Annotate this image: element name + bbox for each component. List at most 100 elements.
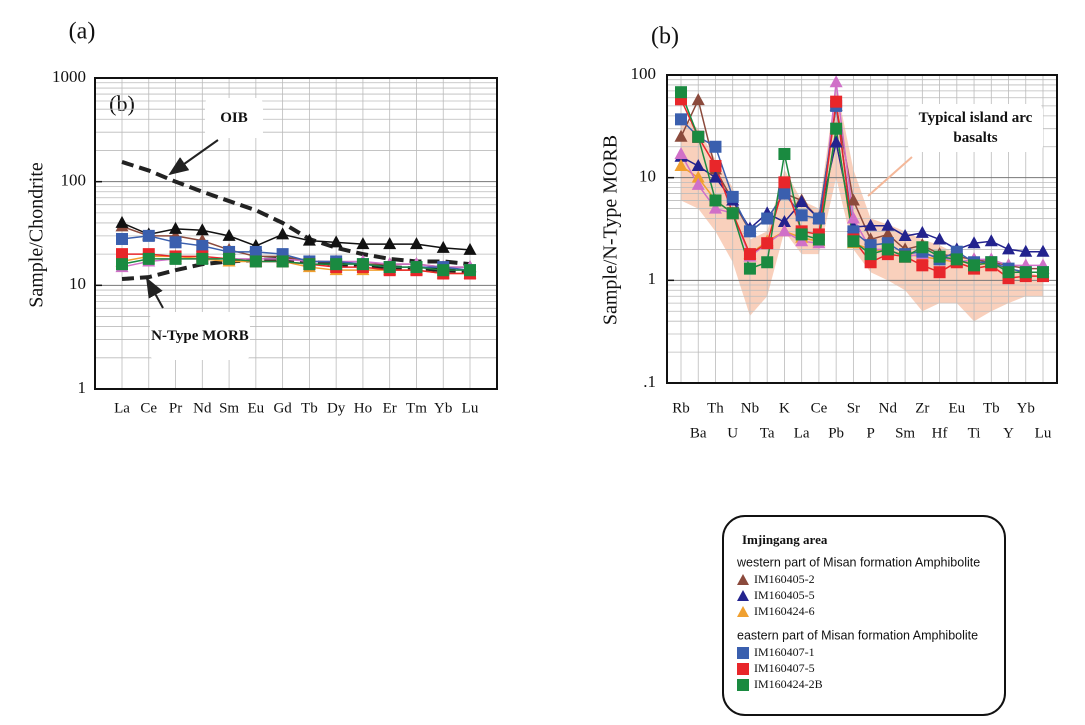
y-tick-label: 10: [639, 167, 656, 186]
triangle-marker: [898, 229, 912, 242]
square-marker: [778, 176, 791, 189]
reference-line: [121, 160, 471, 267]
square-marker: [985, 256, 998, 269]
x-tick-label: La: [794, 425, 810, 441]
x-tick-label: Dy: [327, 400, 346, 416]
square-marker: [692, 130, 705, 143]
x-tick-label: Er: [383, 400, 397, 416]
square-marker: [142, 229, 155, 242]
legend-marker: [737, 590, 749, 601]
square-marker: [778, 148, 791, 161]
square-marker: [169, 252, 182, 265]
triangle-marker: [984, 234, 998, 247]
x-tick-label: Ta: [760, 425, 775, 441]
triangle-marker: [846, 211, 860, 224]
legend-label: IM160405-2: [754, 572, 815, 586]
triangle-marker: [915, 225, 929, 238]
triangle-marker: [795, 194, 809, 207]
triangle-marker: [1002, 242, 1016, 255]
square-marker: [761, 256, 774, 269]
panel-label: (a): [69, 19, 96, 45]
legend-marker: [737, 647, 749, 659]
annotation: N-Type MORB: [150, 312, 250, 360]
y-tick-label: 10: [69, 274, 86, 293]
x-tick-label: Sm: [895, 425, 915, 441]
triangle-marker: [329, 235, 343, 248]
square-marker: [1037, 266, 1049, 279]
legend-group-title: western part of Misan formation Amphibol…: [736, 555, 980, 569]
annotation: OIB: [205, 98, 263, 138]
x-tick-label: Th: [707, 400, 724, 416]
triangle-marker: [674, 147, 688, 160]
square-marker: [847, 235, 860, 248]
square-marker: [916, 241, 929, 254]
triangle-marker: [881, 227, 895, 240]
square-marker: [761, 212, 774, 225]
square-marker: [726, 207, 739, 220]
x-tick-label: Ce: [140, 400, 157, 416]
triangle-marker: [777, 224, 791, 237]
triangle-marker: [708, 170, 722, 183]
x-tick-label: Ho: [354, 400, 372, 416]
triangle-marker: [881, 218, 895, 231]
annotation-arrow: [867, 156, 913, 197]
square-marker: [116, 248, 128, 261]
square-marker: [726, 190, 739, 203]
x-tick-label: La: [114, 400, 130, 416]
x-tick-label: Tm: [406, 400, 427, 416]
legend-label: IM160407-1: [754, 645, 815, 659]
y-tick-label: 1: [78, 378, 87, 397]
square-marker: [142, 252, 155, 265]
x-tick-label: U: [727, 425, 738, 441]
square-marker: [356, 258, 369, 271]
y-axis-label: Sample/N-Type MORB: [600, 135, 622, 325]
square-marker: [276, 255, 289, 268]
triangle-marker: [169, 221, 183, 234]
x-tick-label: Eu: [248, 400, 265, 416]
series-line: [680, 91, 1043, 273]
legend-label: IM160424-6: [754, 604, 815, 618]
square-marker: [116, 258, 128, 271]
square-marker: [1002, 266, 1015, 279]
series-line: [680, 97, 1043, 270]
square-marker: [116, 232, 128, 245]
triangle-marker: [1019, 244, 1033, 257]
triangle-marker: [1036, 244, 1050, 257]
triangle-marker: [846, 193, 860, 206]
annotation-arrow: [168, 139, 219, 176]
square-marker: [933, 250, 946, 263]
square-marker: [675, 113, 687, 126]
x-tick-label: Yb: [434, 400, 452, 416]
x-tick-label: P: [866, 425, 874, 441]
square-marker: [196, 239, 209, 252]
x-tick-label: Rb: [672, 400, 690, 416]
triangle-marker: [222, 228, 236, 241]
square-marker: [249, 255, 262, 268]
legend-marker: [737, 606, 749, 617]
triangle-marker: [829, 135, 843, 148]
square-marker: [330, 258, 343, 271]
square-marker: [933, 266, 946, 279]
square-marker: [223, 252, 236, 265]
triangle-marker: [829, 75, 843, 88]
y-axis-label: Sample/Chondrite: [26, 162, 48, 308]
annotation-arrow: [146, 277, 164, 309]
square-marker: [249, 245, 262, 258]
square-marker: [743, 248, 756, 261]
triangle-marker: [436, 240, 450, 253]
square-marker: [795, 209, 808, 222]
panel-label: (b): [651, 24, 679, 50]
square-marker: [675, 86, 687, 99]
square-marker: [709, 140, 722, 153]
square-marker: [383, 261, 396, 274]
square-marker: [950, 253, 963, 266]
triangle-marker: [967, 236, 981, 249]
x-tick-label: Lu: [1035, 425, 1052, 441]
plot-frame: [666, 74, 1058, 384]
series-line: [680, 105, 1043, 273]
square-marker: [778, 187, 791, 200]
x-tick-label: Tb: [301, 400, 318, 416]
square-marker: [196, 252, 209, 265]
x-tick-label: Yb: [1017, 400, 1035, 416]
x-tick-label: Sm: [219, 400, 239, 416]
